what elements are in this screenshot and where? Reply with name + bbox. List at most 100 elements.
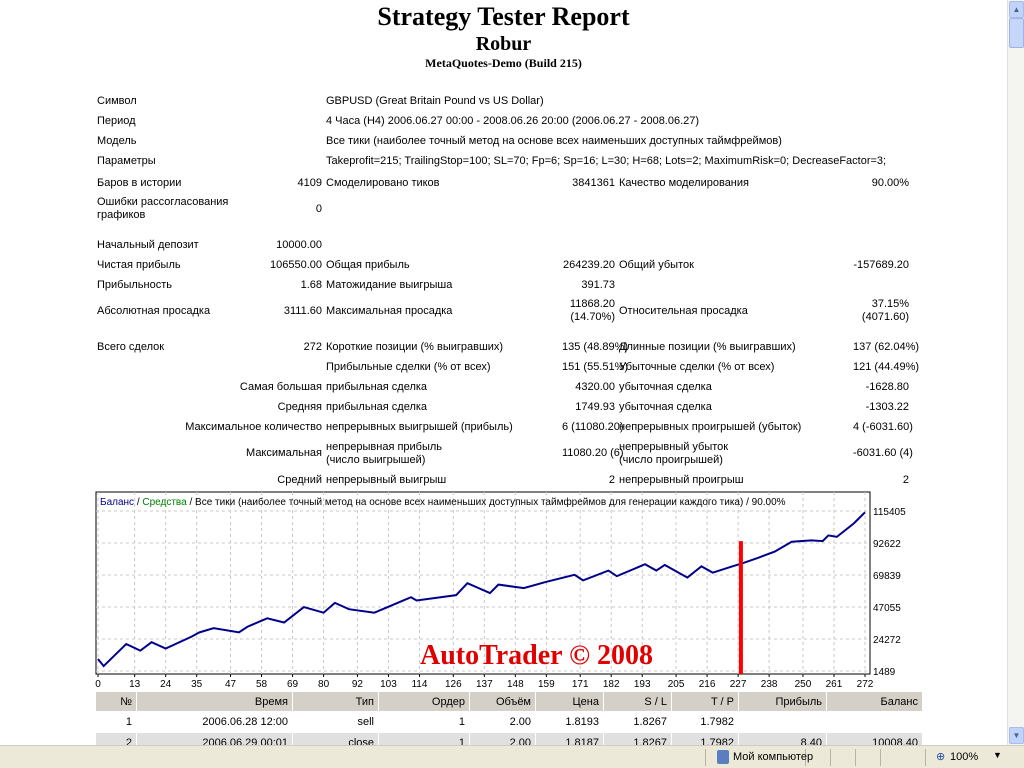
scroll-up-icon[interactable]: ▲ xyxy=(1009,1,1024,18)
cell: 1 xyxy=(458,716,465,728)
value: GBPUSD (Great Britain Pound vs US Dollar… xyxy=(326,94,544,107)
label: Общая прибыль xyxy=(326,258,410,271)
label: Средняя xyxy=(277,400,322,413)
value: 135 (48.89%) xyxy=(562,340,629,353)
label: убыточная сделка xyxy=(619,380,712,393)
label: Самая большая xyxy=(239,380,322,393)
cell: 2006.06.28 12:00 xyxy=(202,716,288,728)
col-time[interactable]: Время xyxy=(137,692,292,711)
col-price[interactable]: Цена xyxy=(536,692,603,711)
value: 4 (-6031.60) xyxy=(853,420,913,433)
value: 11868.20 (14.70%) xyxy=(560,295,617,327)
x-tick-label: 0 xyxy=(95,679,101,690)
cell xyxy=(739,711,826,733)
cell: 2.00 xyxy=(509,716,531,728)
vertical-scrollbar[interactable]: ▲ ▼ xyxy=(1007,0,1024,745)
col-tp[interactable]: T / P xyxy=(672,692,738,711)
label: непрерывная прибыль (число выигрышей) xyxy=(326,440,443,466)
value: 37.15% (4071.60) xyxy=(851,295,911,327)
value: -157689.20 xyxy=(853,258,910,271)
label: непрерывный выигрыш xyxy=(326,473,447,486)
label: Ошибки рассогласования графиков xyxy=(97,196,229,221)
value: 391.73 xyxy=(581,278,615,291)
value: 151 (55.51%) xyxy=(562,360,629,373)
label: Начальный депозит xyxy=(97,238,199,251)
label: убыточная сделка xyxy=(619,400,712,413)
label: Короткие позиции (% выигравших) xyxy=(326,340,504,353)
cell xyxy=(827,711,922,733)
label: прибыльная сделка xyxy=(326,400,428,413)
x-tick-label: 103 xyxy=(380,679,397,690)
label: непрерывных проигрышей (убыток) xyxy=(619,420,802,433)
zoom-level[interactable]: 100% xyxy=(950,751,979,763)
x-tick-label: 35 xyxy=(191,679,203,690)
label: Максимальное количество xyxy=(185,420,322,433)
scroll-down-icon[interactable]: ▼ xyxy=(1009,727,1024,744)
label: Убыточные сделки (% от всех) xyxy=(619,360,775,373)
col-balance[interactable]: Баланс xyxy=(827,692,922,711)
col-type[interactable]: Тип xyxy=(293,692,378,711)
value: 10000.00 xyxy=(276,238,322,251)
value: 264239.20 xyxy=(563,258,615,271)
chart-legend: Баланс / Средства / Все тики (наиболее т… xyxy=(100,496,786,508)
x-tick-label: 80 xyxy=(318,679,330,690)
y-tick-label: 24272 xyxy=(873,635,901,646)
label: Относительная просадка xyxy=(619,304,748,317)
value: 2 xyxy=(608,473,615,486)
label: Максимальная xyxy=(246,447,322,459)
value: 2 xyxy=(902,473,910,486)
label: Длинные позиции (% выигравших) xyxy=(619,340,796,353)
x-tick-label: 205 xyxy=(668,679,685,690)
value: Все тики (наиболее точный метод на основ… xyxy=(326,134,782,147)
zoom-dropdown-icon[interactable]: ▼ xyxy=(993,750,1002,760)
value: 11080.20 (6) xyxy=(562,447,624,459)
y-tick-label: 1489 xyxy=(873,667,896,678)
value: 4109 xyxy=(297,176,322,189)
max-dd-value: 11868.20 xyxy=(569,298,615,310)
value: Takeprofit=215; TrailingStop=100; SL=70;… xyxy=(326,155,887,167)
x-tick-label: 182 xyxy=(603,679,620,690)
label: Модель xyxy=(97,134,137,147)
label: прибыльная сделка xyxy=(326,380,428,393)
value: -1628.80 xyxy=(865,380,910,393)
col-profit[interactable]: Прибыль xyxy=(739,692,826,711)
value: 1.68 xyxy=(300,278,322,291)
x-tick-label: 114 xyxy=(411,679,427,690)
col-order[interactable]: Ордер xyxy=(379,692,469,711)
rel-dd-pct: 37.15% xyxy=(871,298,910,310)
label: Символ xyxy=(97,94,137,107)
col-number[interactable]: № xyxy=(96,692,136,711)
value: 4320.00 xyxy=(575,380,615,393)
cell: 1 xyxy=(125,716,132,728)
value: 3111.60 xyxy=(283,304,322,317)
label: Максимальная просадка xyxy=(326,304,453,317)
server-build: MetaQuotes-Demo (Build 215) xyxy=(425,56,582,70)
label: Всего сделок xyxy=(97,340,165,353)
col-sl[interactable]: S / L xyxy=(604,692,671,711)
balance-chart: 1489 24272 47055 69839 92622 115405 0 13 24 35 47 5… xyxy=(95,490,915,690)
x-tick-label: 193 xyxy=(634,679,651,690)
cell: 1.8267 xyxy=(633,716,667,728)
value: 3841361 xyxy=(572,176,615,189)
x-tick-label: 171 xyxy=(572,679,589,690)
label: Матожидание выигрыша xyxy=(326,278,453,291)
scroll-thumb[interactable] xyxy=(1009,18,1024,48)
x-tick-label: 137 xyxy=(476,679,493,690)
x-tick-label: 261 xyxy=(826,679,843,690)
x-tick-label: 148 xyxy=(507,679,524,690)
value: 90.00% xyxy=(871,176,910,189)
x-tick-label: 92 xyxy=(352,679,364,690)
cell: 1.7982 xyxy=(700,716,734,728)
rel-dd-value: (4071.60) xyxy=(861,311,910,323)
x-tick-label: 159 xyxy=(538,679,555,690)
max-dd-pct: (14.70%) xyxy=(570,311,615,323)
label: Смоделировано тиков xyxy=(326,176,440,189)
label: Период xyxy=(97,114,136,127)
table-row: 1 2006.06.28 12:00 sell 1 2.00 1.8193 1.8267 1.… xyxy=(96,711,922,733)
y-tick-label: 115405 xyxy=(873,507,906,518)
col-volume[interactable]: Объём xyxy=(470,692,535,711)
label: непрерывный убыток (число проигрышей) xyxy=(619,440,729,466)
label: Чистая прибыль xyxy=(97,258,181,271)
report-title: Strategy Tester Report xyxy=(377,2,630,31)
